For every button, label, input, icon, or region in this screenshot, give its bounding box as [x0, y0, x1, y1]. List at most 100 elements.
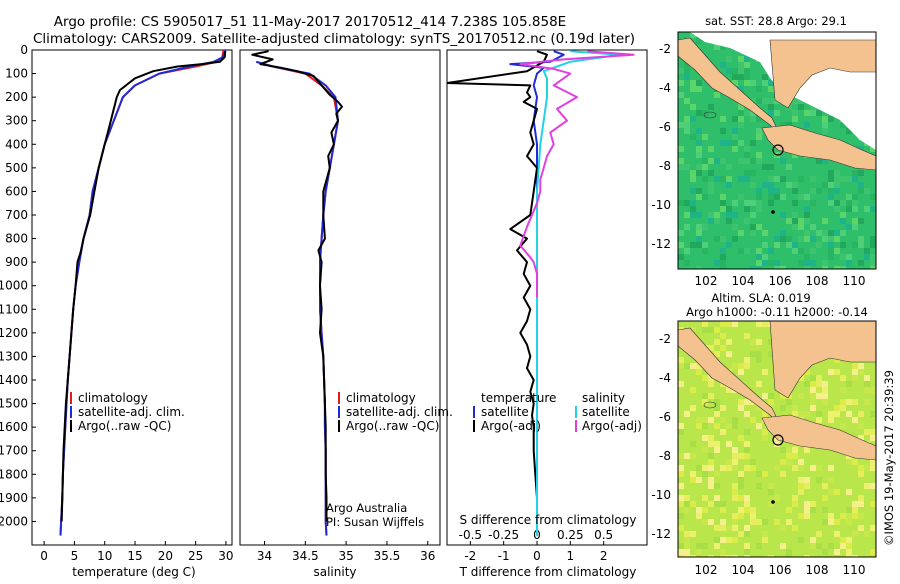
map-pixel — [714, 525, 720, 531]
map-pixel — [750, 80, 756, 86]
map-pixel — [684, 549, 690, 555]
map-pixel — [798, 483, 804, 489]
temperature-x-axis: 0 5 10 15 20 25 30 — [40, 541, 234, 563]
map-pixel — [678, 230, 684, 236]
map-pixel — [810, 248, 816, 254]
x-tick-label: 15 — [127, 549, 142, 563]
map-pixel — [804, 483, 810, 489]
map-pixel — [726, 555, 732, 557]
map-pixel — [732, 80, 738, 86]
map-pixel — [726, 206, 732, 212]
map-pixel — [696, 363, 702, 369]
map-pixel — [708, 465, 714, 471]
x-tick-label: 5 — [71, 549, 79, 563]
map-pixel — [786, 549, 792, 555]
map-pixel — [750, 519, 756, 525]
map-pixel — [720, 128, 726, 134]
depth-tick-label: 1100 — [0, 302, 28, 316]
map-pixel — [870, 266, 876, 269]
map-pixel — [750, 182, 756, 188]
map-pixel — [768, 489, 774, 495]
map-pixel — [732, 116, 738, 122]
map-pixel — [852, 501, 858, 507]
map-pixel — [738, 477, 744, 483]
map-pixel — [762, 164, 768, 170]
map-pixel — [870, 483, 876, 489]
s-diff-tick-label: 0.25 — [557, 528, 584, 542]
map-pixel — [678, 200, 684, 206]
map-pixel — [804, 411, 810, 417]
map-pixel — [834, 188, 840, 194]
map-pixel — [846, 194, 852, 200]
map-pixel — [828, 417, 834, 423]
map-pixel — [792, 501, 798, 507]
map-pixel — [852, 417, 858, 423]
map-pixel — [858, 236, 864, 242]
map-pixel — [744, 495, 750, 501]
map-pixel — [810, 381, 816, 387]
x-tick-label: 20 — [158, 549, 173, 563]
map-pixel — [828, 369, 834, 375]
x-tick-label: 10 — [97, 549, 112, 563]
map-pixel — [726, 351, 732, 357]
map-pixel — [684, 501, 690, 507]
map-pixel — [786, 459, 792, 465]
map-pixel — [810, 405, 816, 411]
map-pixel — [738, 68, 744, 74]
map-pixel — [798, 224, 804, 230]
map-pixel — [744, 56, 750, 62]
legend-argo-label: Argo(..raw -QC) — [346, 419, 439, 433]
map-pixel — [834, 357, 840, 363]
map-pixel — [792, 218, 798, 224]
map-pixel — [780, 447, 786, 453]
map-pixel — [684, 260, 690, 266]
map-pixel — [816, 411, 822, 417]
map-pixel — [786, 164, 792, 170]
map-pixel — [822, 495, 828, 501]
sst-xtick: 104 — [732, 274, 755, 288]
map-pixel — [870, 501, 876, 507]
map-pixel — [804, 477, 810, 483]
map-pixel — [720, 429, 726, 435]
map-pixel — [756, 543, 762, 549]
map-pixel — [750, 200, 756, 206]
map-pixel — [864, 206, 870, 212]
map-pixel — [858, 170, 864, 176]
map-pixel — [798, 236, 804, 242]
map-pixel — [786, 453, 792, 459]
map-pixel — [702, 417, 708, 423]
map-pixel — [756, 260, 762, 266]
map-pixel — [708, 501, 714, 507]
map-pixel — [846, 260, 852, 266]
legend-temperature-title: temperature — [481, 391, 556, 405]
sla-xtick: 108 — [806, 563, 829, 577]
map-pixel — [726, 164, 732, 170]
map-pixel — [684, 98, 690, 104]
map-pixel — [798, 375, 804, 381]
map-pixel — [786, 218, 792, 224]
map-pixel — [720, 200, 726, 206]
map-pixel — [840, 399, 846, 405]
map-pixel — [762, 321, 768, 327]
map-pixel — [768, 399, 774, 405]
map-pixel — [678, 381, 684, 387]
map-pixel — [828, 465, 834, 471]
map-pixel — [762, 369, 768, 375]
map-pixel — [714, 44, 720, 50]
map-pixel — [798, 537, 804, 543]
legend-climatology-label: climatology — [346, 391, 416, 405]
map-pixel — [750, 230, 756, 236]
map-pixel — [732, 513, 738, 519]
map-pixel — [708, 188, 714, 194]
map-pixel — [870, 146, 876, 152]
map-pixel — [756, 423, 762, 429]
map-pixel — [792, 525, 798, 531]
map-pixel — [804, 507, 810, 513]
x-tick-label: -2 — [464, 549, 476, 563]
sla-map — [678, 321, 876, 557]
map-pixel — [750, 507, 756, 513]
map-pixel — [762, 74, 768, 80]
difference-x-axis: -2 -1 0 1 2 — [464, 541, 607, 563]
map-pixel — [852, 200, 858, 206]
map-pixel — [762, 429, 768, 435]
